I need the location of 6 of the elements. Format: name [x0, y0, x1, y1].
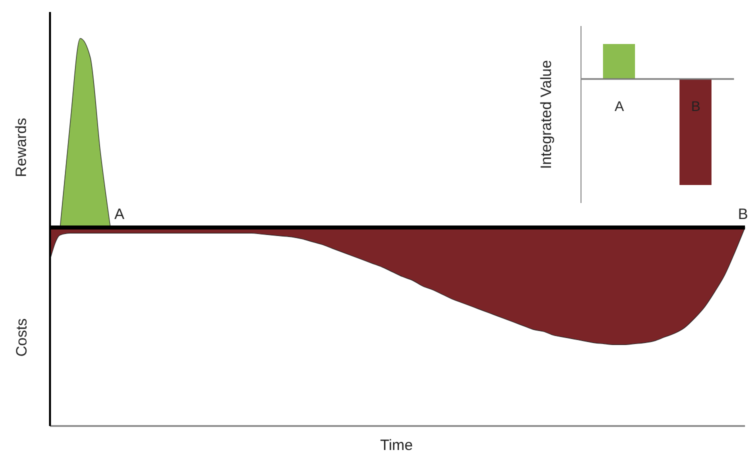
- text: Costs: [14, 318, 30, 357]
- x-axis-title: Time: [379, 437, 414, 454]
- annotation: A: [114, 206, 124, 222]
- y-axis-title: Integrated Value: [538, 60, 555, 169]
- annotation: B: [738, 206, 748, 222]
- y-axis-title: Rewards: [14, 118, 30, 178]
